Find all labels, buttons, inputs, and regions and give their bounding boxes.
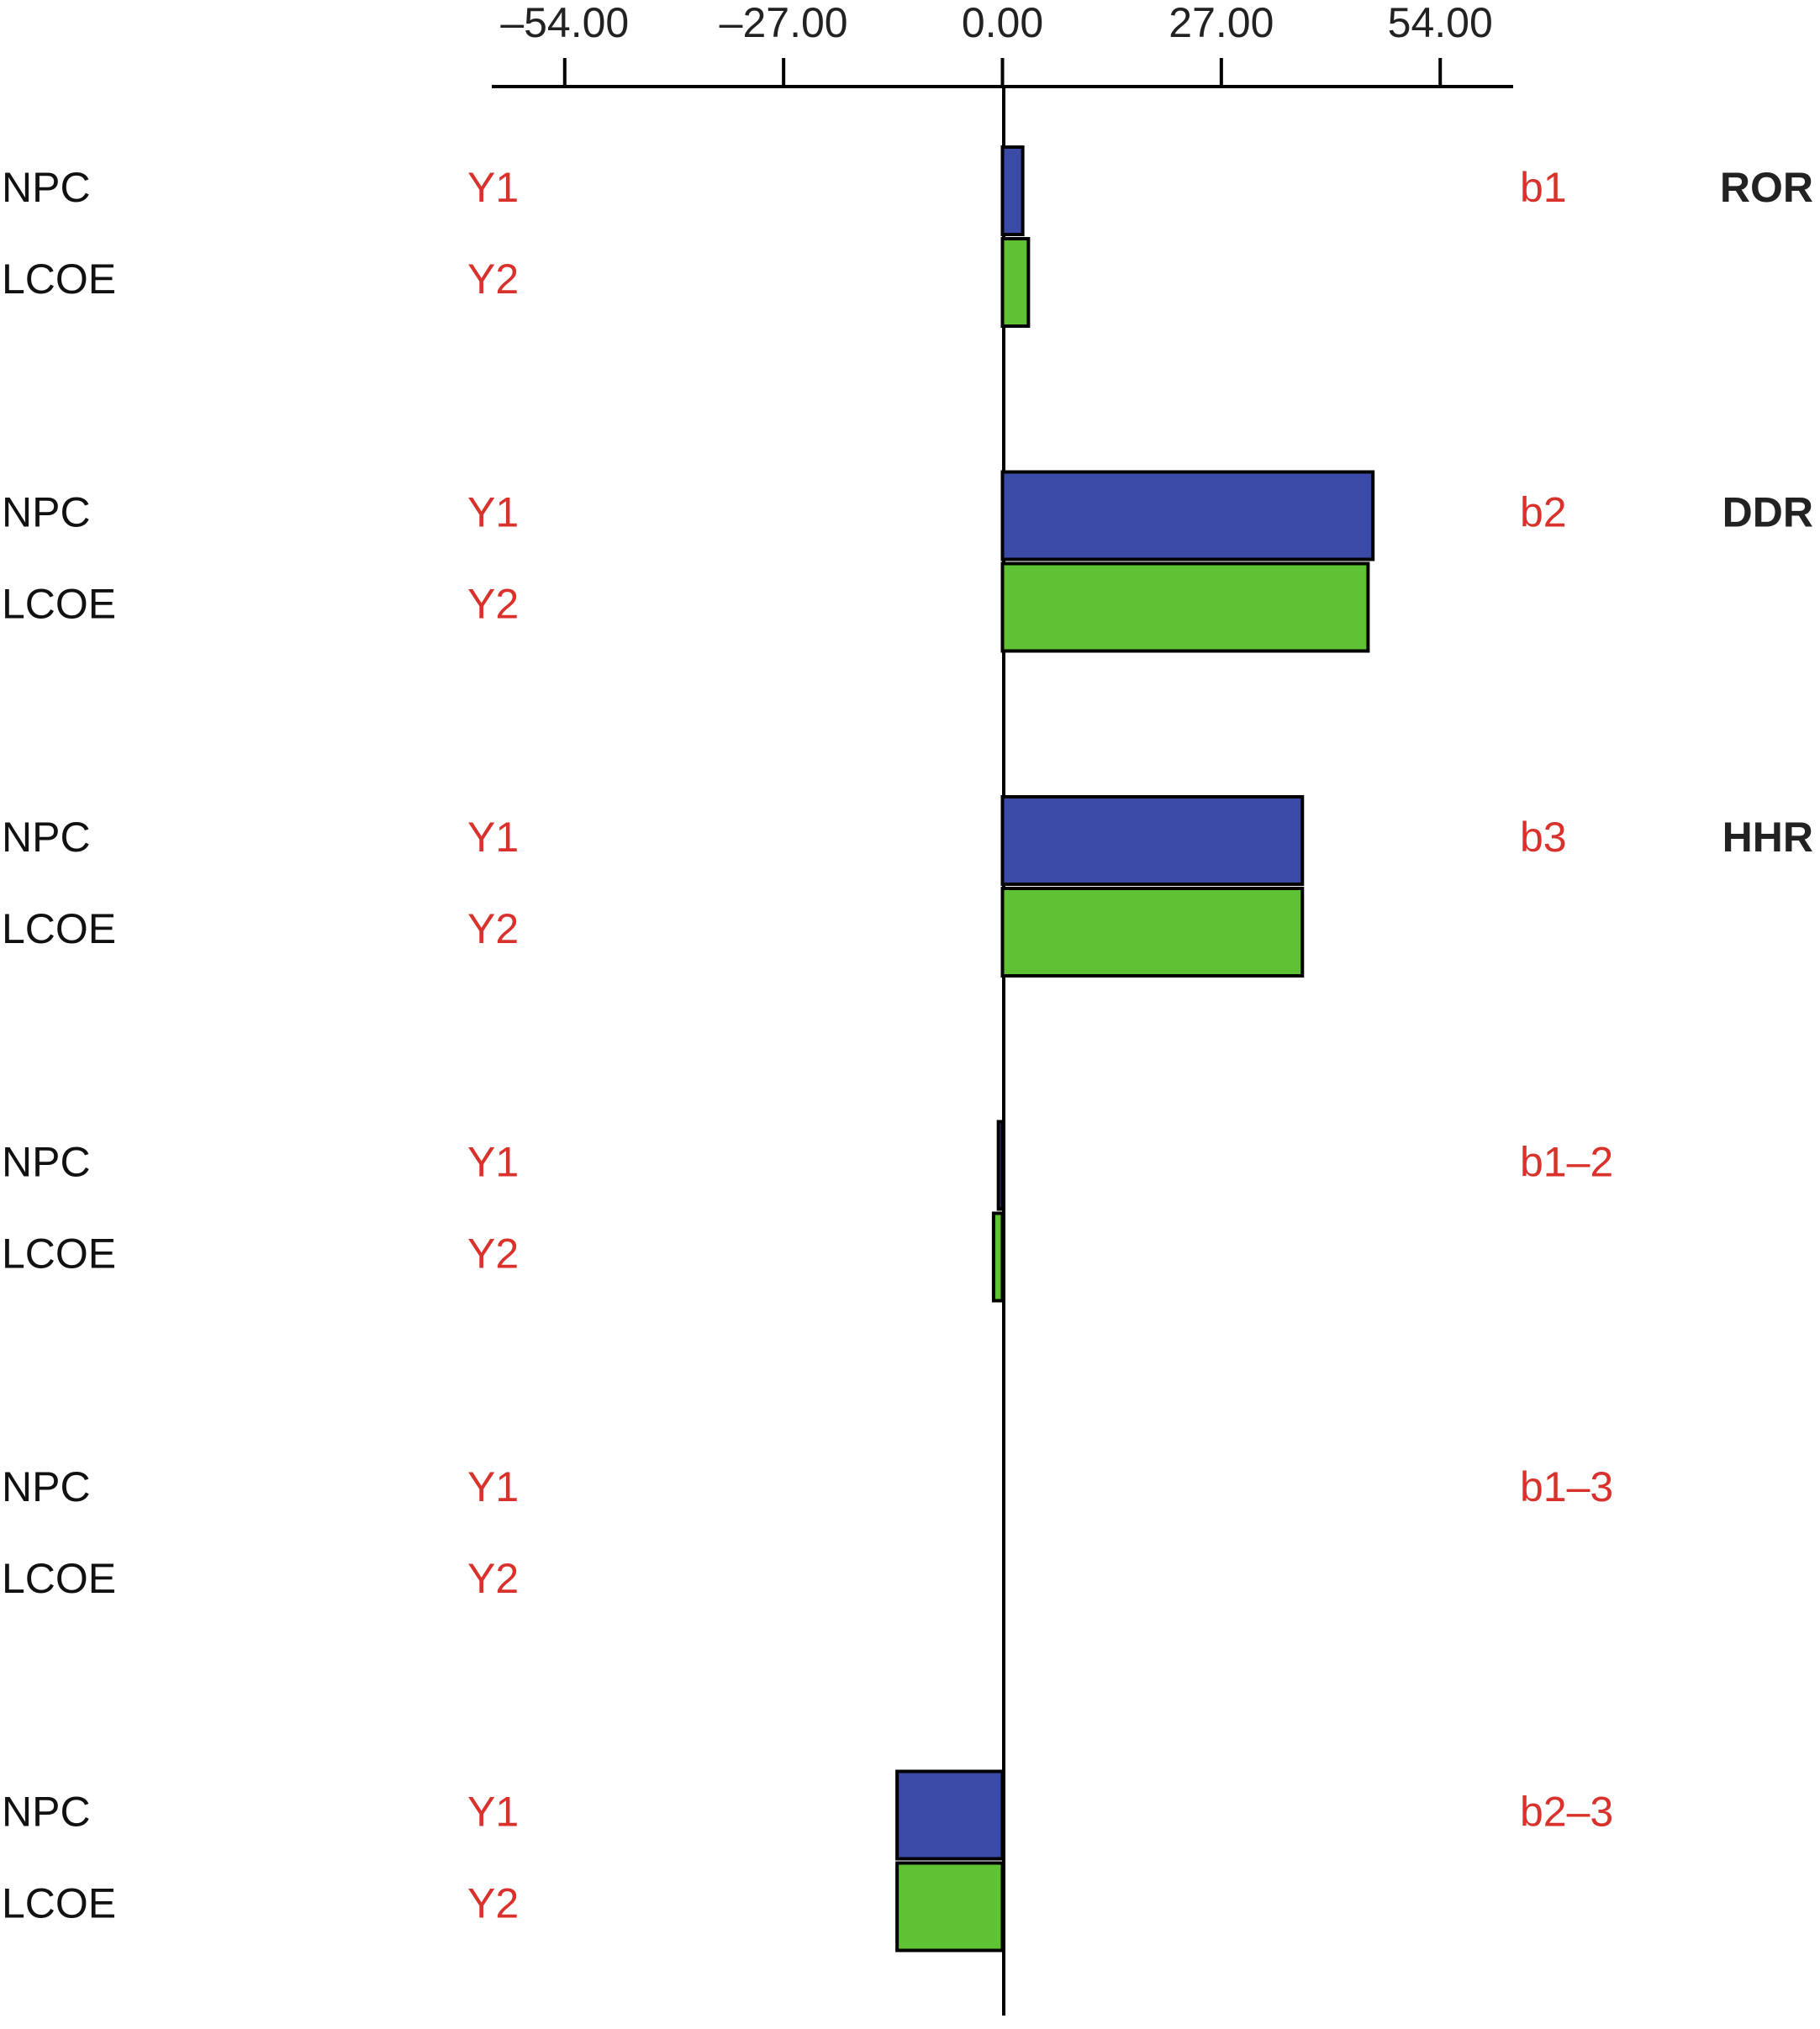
bar: [895, 1861, 1005, 1953]
group-title: HHR: [1722, 814, 1813, 861]
row-label: LCOE: [2, 256, 116, 303]
row-code: Y1: [467, 814, 519, 861]
group-label: b1–2: [1520, 1139, 1613, 1186]
row-code: Y2: [467, 1555, 519, 1602]
row-code: Y1: [467, 1789, 519, 1836]
x-tick-label: 0.00: [962, 0, 1043, 46]
row-label: LCOE: [2, 1555, 116, 1602]
row-code: Y2: [467, 581, 519, 628]
row-label: LCOE: [2, 1880, 116, 1927]
row-label: LCOE: [2, 581, 116, 628]
row-code: Y2: [467, 1231, 519, 1278]
row-code: Y1: [467, 164, 519, 211]
row-code: Y1: [467, 489, 519, 536]
row-label: NPC: [2, 1463, 91, 1510]
bar: [1000, 237, 1031, 328]
row-code: Y2: [467, 905, 519, 952]
bar: [1000, 561, 1370, 653]
row-label: NPC: [2, 1139, 91, 1186]
x-tick-label: –54.00: [500, 0, 629, 46]
row-label: NPC: [2, 489, 91, 536]
x-tick-label: 27.00: [1168, 0, 1274, 46]
bar: [1000, 795, 1305, 886]
row-code: Y1: [467, 1139, 519, 1186]
bar: [1000, 145, 1025, 236]
row-code: Y2: [467, 256, 519, 303]
group-label: b1–3: [1520, 1463, 1613, 1510]
bar: [991, 1211, 1005, 1303]
row-code: Y2: [467, 1880, 519, 1927]
group-label: b1: [1520, 164, 1567, 211]
bar: [1000, 470, 1375, 561]
row-label: LCOE: [2, 905, 116, 952]
x-tick-label: 54.00: [1388, 0, 1493, 46]
group-title: DDR: [1722, 489, 1813, 536]
group-label: b3: [1520, 814, 1567, 861]
row-code: Y1: [467, 1463, 519, 1510]
bar: [1000, 887, 1305, 978]
row-label: LCOE: [2, 1231, 116, 1278]
group-label: b2: [1520, 489, 1567, 536]
group-label: b2–3: [1520, 1789, 1613, 1836]
row-label: NPC: [2, 164, 91, 211]
x-tick-label: –27.00: [720, 0, 848, 46]
row-label: NPC: [2, 814, 91, 861]
bar: [996, 1120, 1005, 1211]
row-label: NPC: [2, 1789, 91, 1836]
bar: [895, 1769, 1005, 1861]
group-title: ROR: [1720, 164, 1813, 211]
